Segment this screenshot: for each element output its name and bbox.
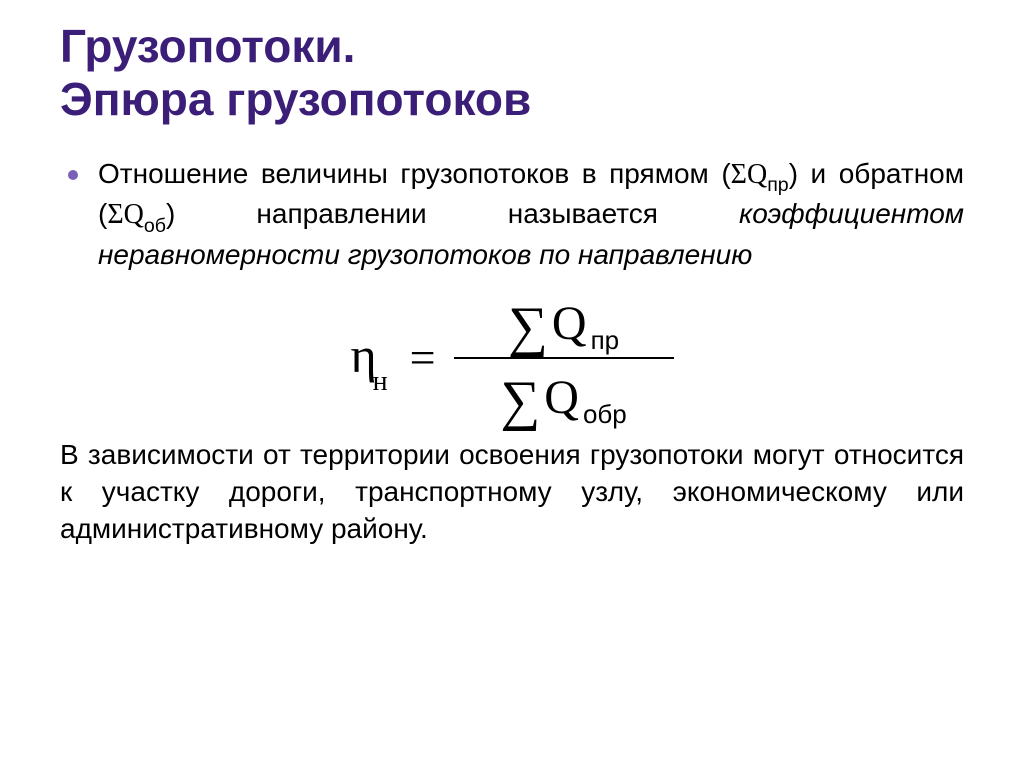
- denominator-Q: Q: [544, 374, 579, 422]
- numerator-sub: пр: [591, 327, 620, 353]
- q-forward-sub: пр: [767, 174, 789, 196]
- q-back: Q: [124, 199, 144, 230]
- fraction: ∑ Q пр ∑ Q обр: [454, 291, 674, 425]
- title-line-1: Грузопотоки.: [60, 20, 355, 72]
- numerator: ∑ Q пр: [500, 291, 627, 351]
- sigma-1: Σ: [731, 159, 747, 190]
- bullet-text-1: Отношение величины грузопотоков в прямом…: [98, 158, 731, 189]
- denominator-sigma: ∑: [500, 373, 540, 429]
- numerator-Q: Q: [552, 300, 587, 348]
- formula-lhs: ηн: [350, 326, 391, 390]
- formula: ηн = ∑ Q пр ∑ Q обр: [350, 291, 673, 425]
- q-forward: Q: [747, 159, 767, 190]
- trailing-paragraph: В зависимости от территории освоения гру…: [60, 437, 964, 548]
- bullet-list: Отношение величины грузопотоков в прямом…: [60, 156, 964, 273]
- title-line-2: Эпюра грузопотоков: [60, 73, 531, 125]
- q-back-sub: об: [144, 215, 166, 237]
- formula-container: ηн = ∑ Q пр ∑ Q обр: [60, 291, 964, 425]
- numerator-sigma: ∑: [508, 299, 548, 355]
- denominator: ∑ Q обр: [492, 365, 634, 425]
- denominator-sub: обр: [583, 401, 627, 427]
- bullet-text-3: ) направлении называется: [166, 198, 739, 229]
- bullet-item: Отношение величины грузопотоков в прямом…: [60, 156, 964, 273]
- slide-container: Грузопотоки. Эпюра грузопотоков Отношени…: [0, 0, 1024, 767]
- eta-subscript: н: [373, 366, 388, 397]
- equals-sign: =: [410, 331, 436, 384]
- slide-title: Грузопотоки. Эпюра грузопотоков: [60, 20, 964, 126]
- fraction-bar: [454, 357, 674, 359]
- sigma-2: Σ: [107, 199, 123, 230]
